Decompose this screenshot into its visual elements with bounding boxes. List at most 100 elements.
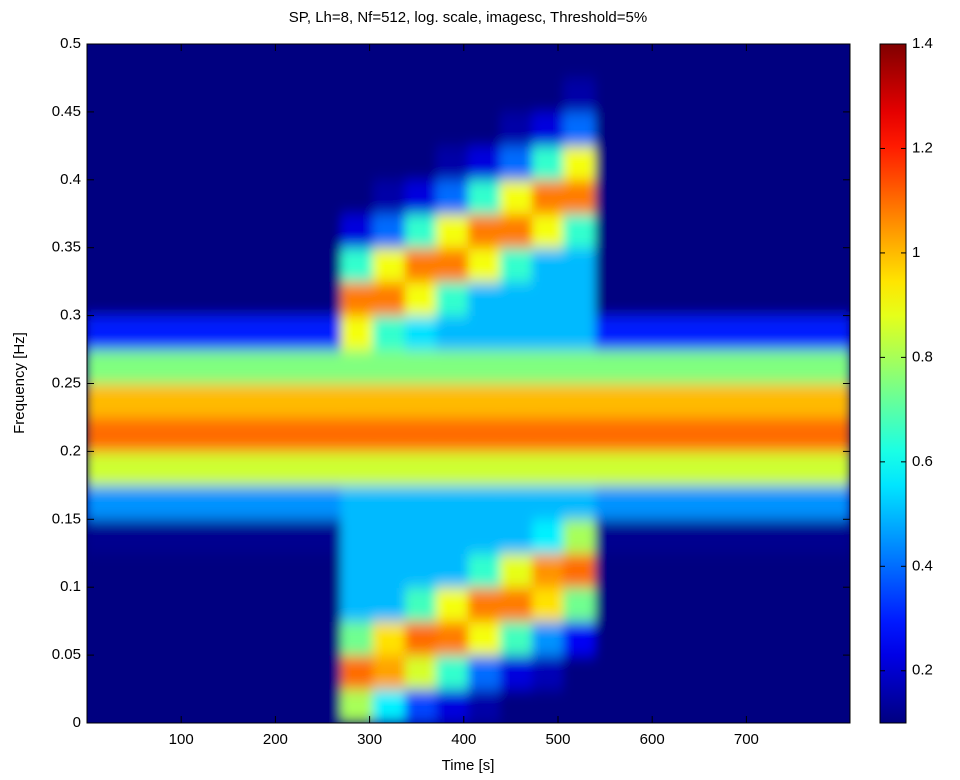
heat-cell [563, 77, 597, 113]
y-tick-label: 0.2 [60, 442, 81, 459]
heat-cell [468, 552, 502, 588]
y-tick-label: 0.1 [60, 578, 81, 595]
heatmap-cells [87, 44, 850, 723]
heat-cell [563, 688, 597, 723]
y-tick-label: 0.35 [52, 239, 81, 256]
heat-cell [340, 416, 374, 452]
heat-cell [87, 450, 342, 486]
heat-cell [500, 484, 534, 520]
heat-cell [595, 688, 850, 723]
heat-cell [372, 484, 406, 520]
heat-cell [563, 179, 597, 215]
heat-cell [500, 145, 534, 181]
heat-cell [468, 315, 502, 351]
heat-cell [500, 586, 534, 622]
heat-cell [563, 484, 597, 520]
heat-cell [500, 688, 534, 723]
heat-cell [404, 484, 437, 520]
heat-cell [87, 247, 342, 283]
heat-cell [532, 145, 565, 181]
heat-cell [468, 179, 502, 215]
heat-cell [595, 518, 850, 554]
heat-cell [340, 484, 374, 520]
heat-cell [87, 145, 342, 181]
heat-cell [404, 77, 437, 113]
heat-cell [595, 450, 850, 486]
heat-cell [435, 518, 469, 554]
heat-cell [87, 111, 342, 147]
heat-cell [435, 281, 469, 317]
heat-cell [595, 586, 850, 622]
heat-cell [404, 179, 437, 215]
heat-cell [563, 44, 597, 79]
colorbar-tick-label: 1 [912, 244, 920, 261]
heat-cell [500, 383, 534, 418]
y-tick-label: 0 [73, 714, 81, 731]
heat-cell [372, 620, 406, 656]
heat-cell [435, 416, 469, 452]
heat-cell [563, 586, 597, 622]
heat-cell [87, 179, 342, 215]
colorbar-tick-label: 1.4 [912, 35, 933, 52]
x-tick-label: 200 [263, 731, 288, 748]
heat-cell [595, 349, 850, 384]
heat-cell [468, 518, 502, 554]
colorbar-tick-label: 0.4 [912, 557, 933, 574]
x-tick-label: 700 [734, 731, 759, 748]
heat-cell [500, 44, 534, 79]
heat-cell [532, 620, 565, 656]
heat-cell [340, 213, 374, 249]
heat-cell [563, 111, 597, 147]
heat-cell [340, 44, 374, 79]
heat-cell [404, 349, 437, 384]
heat-cell [563, 620, 597, 656]
heat-cell [340, 281, 374, 317]
y-tick-label: 0.4 [60, 171, 81, 188]
heat-cell [468, 586, 502, 622]
heat-cell [468, 111, 502, 147]
heat-cell [372, 688, 406, 723]
heat-cell [468, 450, 502, 486]
heat-cell [435, 654, 469, 690]
x-tick-label: 400 [451, 731, 476, 748]
y-tick-label: 0.5 [60, 35, 81, 52]
x-tick-label: 500 [545, 731, 570, 748]
chart-title: SP, Lh=8, Nf=512, log. scale, imagesc, T… [289, 9, 647, 26]
heat-cell [435, 145, 469, 181]
heat-cell [595, 620, 850, 656]
heat-cell [435, 77, 469, 113]
heat-cell [532, 688, 565, 723]
heat-cell [595, 416, 850, 452]
x-axis-label: Time [s] [442, 757, 495, 774]
heat-cell [372, 552, 406, 588]
heat-cell [404, 111, 437, 147]
heatmap [87, 44, 850, 723]
colorbar [879, 43, 907, 724]
heat-cell [87, 44, 342, 79]
heat-cell [532, 484, 565, 520]
heat-cell [468, 145, 502, 181]
heat-cell [404, 213, 437, 249]
heat-cell [435, 383, 469, 418]
heat-cell [87, 552, 342, 588]
heat-cell [595, 247, 850, 283]
heat-cell [500, 518, 534, 554]
heat-cell [532, 552, 565, 588]
heat-cell [87, 586, 342, 622]
heat-cell [468, 654, 502, 690]
heat-cell [563, 654, 597, 690]
heat-cell [435, 484, 469, 520]
heat-cell [563, 281, 597, 317]
heat-cell [468, 620, 502, 656]
heat-cell [404, 620, 437, 656]
x-tick-label: 600 [640, 731, 665, 748]
heat-cell [468, 349, 502, 384]
heat-cell [435, 450, 469, 486]
heat-cell [372, 518, 406, 554]
heat-cell [340, 315, 374, 351]
heat-cell [563, 247, 597, 283]
heat-cell [500, 552, 534, 588]
heat-cell [435, 586, 469, 622]
heat-cell [87, 620, 342, 656]
heat-cell [404, 552, 437, 588]
